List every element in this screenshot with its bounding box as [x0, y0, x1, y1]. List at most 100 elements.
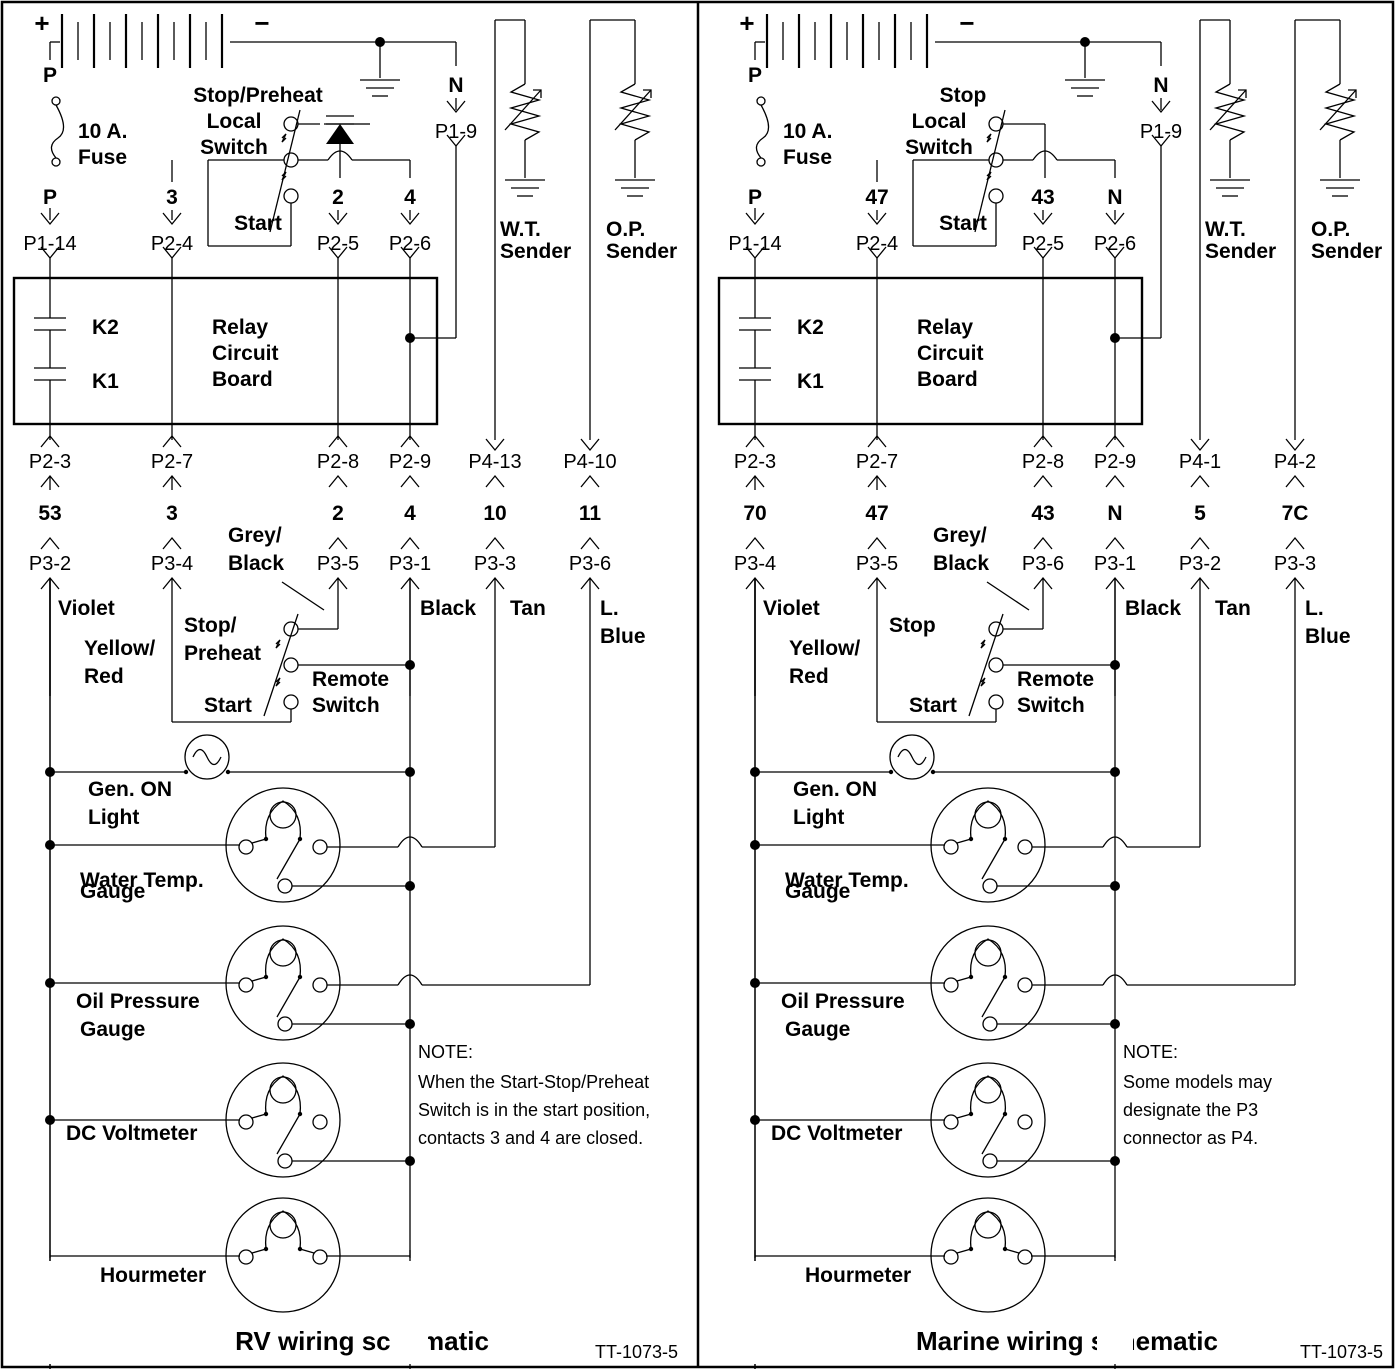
dc-voltmeter-label: DC Voltmeter: [66, 1122, 197, 1145]
junction-dot: [750, 840, 760, 850]
gauge-lead: [981, 1113, 1006, 1155]
wire-number-label: 4: [404, 186, 416, 209]
gauge-winding: [969, 800, 1007, 840]
note-text: Switch is in the start position,: [418, 1100, 650, 1120]
wire-color-yellow-red: Yellow/: [84, 637, 155, 660]
connector-label: P2-5: [1022, 233, 1064, 255]
relay-k1-label: K1: [797, 370, 824, 393]
gauge-lead: [981, 976, 1006, 1018]
wire-number-label: 3: [166, 502, 178, 525]
gauge-lead: [251, 1248, 267, 1254]
wire-n-label: N: [1153, 74, 1168, 97]
fuse-terminal: [756, 96, 766, 106]
wire-crossover: [1102, 836, 1128, 848]
connector-chevron: [328, 434, 348, 448]
wire-color-violet: Violet: [763, 597, 820, 620]
connector-mid-label: P2-7: [151, 451, 193, 473]
gauge-terminal: [312, 1249, 328, 1265]
wire-number-label: N: [1107, 502, 1122, 525]
bus-mask: [735, 1261, 775, 1364]
gauge-winding: [969, 1210, 1007, 1250]
gauge-lead: [276, 976, 301, 1018]
hourmeter-loop: [735, 1250, 1133, 1364]
wire-color-yellow-red: Yellow/: [789, 637, 860, 660]
connector-chevron: [485, 536, 505, 550]
connector-p1-14-label: P1-14: [728, 233, 781, 255]
gauge-lead: [276, 838, 301, 880]
connector-chevron: [40, 212, 60, 226]
switch-lever: [269, 109, 301, 233]
remote-start-contact: [988, 694, 1004, 710]
connector-chevron: [1151, 100, 1171, 114]
gauge-terminal: [1017, 1249, 1033, 1265]
wire-p-label: P: [43, 186, 57, 209]
gauge-coil: [974, 1076, 1002, 1104]
relay-board-label: Board: [212, 368, 273, 391]
connector-chevron: [1105, 434, 1125, 448]
connector-chevron: [400, 536, 420, 550]
gen-on-light-label: Gen. ON: [88, 778, 172, 801]
switch-spring: [281, 171, 287, 181]
connector-chevron: [1190, 536, 1210, 550]
note-heading: NOTE:: [1123, 1042, 1178, 1062]
gauge-terminal: [1017, 839, 1033, 855]
connector-mid-label: P2-3: [29, 451, 71, 473]
leader-line: [281, 581, 325, 611]
junction-dot: [1110, 881, 1120, 891]
junction-dot: [750, 1115, 760, 1125]
gauge-coil: [974, 939, 1002, 967]
connector-chevron: [580, 474, 600, 488]
gauge-lead: [276, 1113, 301, 1155]
remote-switch-lever: [263, 613, 299, 717]
drawing-code: TT-1073-5: [595, 1342, 678, 1362]
junction-dot: [45, 767, 55, 777]
wire-p-label: P: [43, 64, 57, 87]
wire-number-label: 7C: [1282, 502, 1309, 525]
connector-mid-label: P4-10: [563, 451, 616, 473]
gauge-lead: [299, 1248, 315, 1254]
local-switch-start-label: Start: [234, 212, 282, 235]
fuse-terminal: [51, 96, 61, 106]
remote-switch-label: Switch: [1017, 694, 1085, 717]
sender-resistor: [1323, 83, 1357, 141]
gauge-terminal: [238, 1249, 254, 1265]
gauge-coil: [974, 1211, 1002, 1239]
gauge-lead: [251, 838, 267, 844]
connector-chevron: [40, 536, 60, 550]
gauge-lead: [956, 1248, 972, 1254]
switch-spring: [986, 133, 992, 143]
bus-mask: [392, 1261, 428, 1364]
connector-bottom-label: P3-2: [1179, 553, 1221, 575]
connector-chevron: [580, 438, 600, 452]
gen-on-light-label: Light: [88, 806, 139, 829]
connector-chevron: [1033, 434, 1053, 448]
wire-number-label: 43: [1031, 186, 1054, 209]
wire-number-label: N: [1107, 186, 1122, 209]
connector-mid-label: P2-8: [317, 451, 359, 473]
wire-p-label: P: [748, 64, 762, 87]
connector-chevron: [446, 100, 466, 114]
connector-mid-label: P2-7: [856, 451, 898, 473]
connector-chevron: [328, 212, 348, 226]
rv-panel: + − N P1-9 P 10 A. Fuse P P1-14 Stop/Preheat Local…: [12, 8, 677, 1369]
gauge-terminal: [277, 878, 293, 894]
junction-dot: [1110, 767, 1120, 777]
battery-plus-label: +: [739, 8, 754, 38]
gauge-coil: [269, 1211, 297, 1239]
remote-switch-label: Switch: [312, 694, 380, 717]
wire-number-label: 4: [404, 502, 416, 525]
dc-voltmeter-label: DC Voltmeter: [771, 1122, 902, 1145]
wire-color-lblue: L.: [1305, 597, 1324, 620]
lamp-filament: [192, 748, 222, 766]
switch-start-contact: [283, 188, 299, 204]
wire-color-grey-black: Black: [933, 552, 989, 575]
wire-number-label: 47: [865, 186, 888, 209]
connector-bottom-label: P3-6: [569, 553, 611, 575]
fuse-label: Fuse: [783, 146, 832, 169]
connector-chevron: [485, 438, 505, 452]
gauge-winding: [264, 938, 302, 978]
connector-mid-label: P2-9: [389, 451, 431, 473]
battery-minus-label: −: [959, 8, 974, 38]
remote-switch-lever: [968, 613, 1004, 717]
